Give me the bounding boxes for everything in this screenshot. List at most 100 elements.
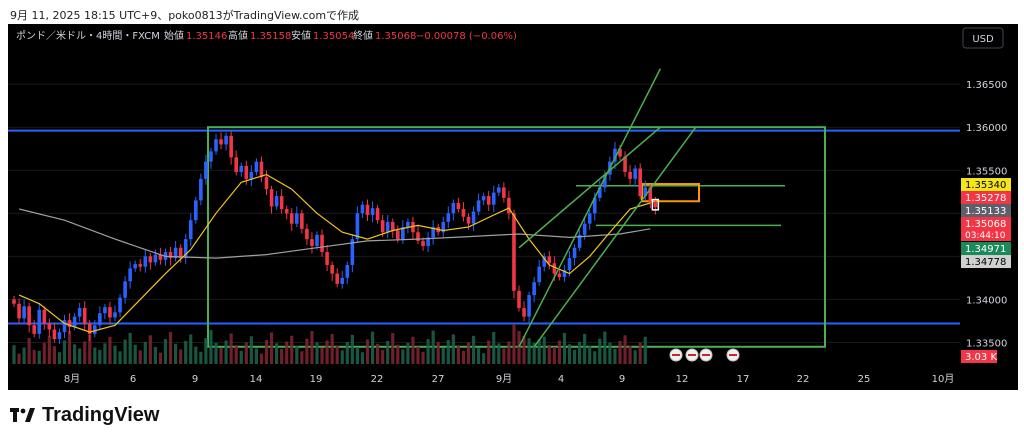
volume-bar bbox=[416, 346, 420, 364]
volume-bar bbox=[158, 352, 163, 364]
volume-bar bbox=[239, 350, 243, 364]
volume-bar bbox=[431, 330, 435, 364]
tradingview-logo-icon bbox=[10, 407, 36, 424]
volume-bar bbox=[275, 343, 279, 364]
x-tick-label: 22 bbox=[371, 374, 384, 385]
volume-bar bbox=[67, 331, 72, 364]
volume-bar bbox=[466, 342, 471, 364]
candle-body bbox=[598, 187, 602, 198]
flag-stripe bbox=[729, 354, 737, 356]
volume-bar bbox=[547, 345, 551, 364]
x-tick-label: 6 bbox=[130, 374, 136, 385]
volume-bar bbox=[598, 338, 602, 364]
currency-label: USD bbox=[972, 34, 994, 45]
candle-body bbox=[623, 156, 627, 172]
brand-name: TradingView bbox=[42, 404, 160, 426]
volume-bar bbox=[643, 336, 647, 364]
volume-bar bbox=[184, 340, 188, 364]
volume-bar bbox=[98, 349, 102, 364]
candle-body bbox=[562, 270, 567, 278]
volume-bar bbox=[37, 350, 41, 364]
flag-stripe bbox=[688, 354, 696, 356]
volume-bar bbox=[436, 341, 440, 364]
volume-bar bbox=[229, 333, 233, 364]
candle-body bbox=[603, 174, 607, 188]
candle-body bbox=[406, 221, 410, 228]
volume-bar bbox=[421, 351, 425, 364]
volume-bar bbox=[401, 349, 405, 364]
candle-body bbox=[527, 295, 531, 317]
candle-body bbox=[572, 247, 577, 259]
candle-body bbox=[385, 221, 390, 233]
candle-body bbox=[87, 323, 92, 334]
candle-body bbox=[32, 325, 36, 334]
volume-bar bbox=[497, 343, 501, 364]
candle-body bbox=[123, 281, 127, 298]
volume-bar bbox=[426, 339, 430, 364]
event-flag-icon[interactable] bbox=[685, 348, 699, 362]
event-flag-icon[interactable] bbox=[699, 348, 713, 362]
volume-bar bbox=[593, 351, 597, 364]
candle-body bbox=[335, 273, 339, 284]
candle-body bbox=[219, 139, 223, 145]
candle-body bbox=[118, 297, 122, 313]
volume-bar bbox=[108, 336, 112, 364]
volume-bar bbox=[527, 338, 531, 364]
volume-bar bbox=[295, 346, 299, 364]
legend-close: 1.35068 bbox=[375, 31, 416, 42]
legend-close-label: 終値 bbox=[353, 29, 373, 42]
volume-bar bbox=[259, 353, 264, 364]
candle-body bbox=[411, 221, 415, 233]
candle-body bbox=[481, 196, 486, 201]
candle-body bbox=[446, 213, 451, 222]
volume-bar bbox=[446, 340, 450, 364]
volume-bar bbox=[254, 348, 258, 364]
candle-body bbox=[77, 308, 82, 317]
candle-body bbox=[37, 309, 42, 334]
candle-body bbox=[633, 168, 637, 179]
candle-body bbox=[229, 135, 233, 158]
candle-body bbox=[345, 264, 350, 278]
candle-body bbox=[542, 256, 547, 267]
volume-bar bbox=[300, 351, 304, 364]
volume-bar bbox=[57, 352, 62, 364]
slow-moving-average bbox=[18, 208, 651, 259]
volume-bar bbox=[340, 350, 344, 364]
legend-open-label: 始値 bbox=[164, 29, 184, 42]
candle-body bbox=[486, 196, 491, 205]
trend-channel-line bbox=[533, 126, 697, 348]
price-label-tag bbox=[961, 204, 1011, 218]
candle-body bbox=[360, 204, 365, 214]
candle-body bbox=[638, 168, 642, 197]
candle-body bbox=[22, 306, 26, 319]
legend-high: 1.35158 bbox=[250, 31, 291, 42]
volume-bar bbox=[123, 339, 127, 364]
candle-body bbox=[310, 239, 314, 247]
volume-bar bbox=[542, 336, 546, 364]
candle-body bbox=[249, 171, 254, 179]
candle-body bbox=[340, 277, 345, 284]
candle-body bbox=[491, 192, 496, 205]
volume-bar bbox=[285, 341, 289, 364]
event-flag-icon[interactable] bbox=[726, 348, 740, 362]
legend-change: −0.00078 (−0.06%) bbox=[416, 31, 517, 42]
candle-body bbox=[522, 308, 526, 317]
legend-symbol: ポンド／米ドル・4時間・FXCM bbox=[16, 29, 160, 42]
volume-bar bbox=[22, 347, 26, 364]
volume-bar bbox=[411, 336, 415, 364]
candle-body bbox=[183, 239, 188, 259]
price-label-tag bbox=[961, 191, 1011, 205]
volume-bar bbox=[17, 353, 21, 364]
price-chart[interactable]: 1.365001.360001.355001.350001.345001.340… bbox=[8, 24, 1018, 390]
currency-button[interactable]: USD bbox=[962, 27, 1004, 49]
volume-bar bbox=[522, 335, 526, 364]
tradingview-brand[interactable]: TradingView bbox=[10, 404, 159, 427]
event-flag-icon[interactable] bbox=[669, 348, 683, 362]
volume-bar bbox=[613, 348, 617, 364]
candle-body bbox=[47, 323, 52, 330]
volume-bar bbox=[148, 335, 152, 364]
volume-bar bbox=[269, 332, 274, 364]
price-label-text: 1.35133 bbox=[965, 206, 1006, 217]
candle-body bbox=[507, 197, 511, 214]
chart-panel[interactable]: 1.365001.360001.355001.350001.345001.340… bbox=[8, 24, 1018, 390]
